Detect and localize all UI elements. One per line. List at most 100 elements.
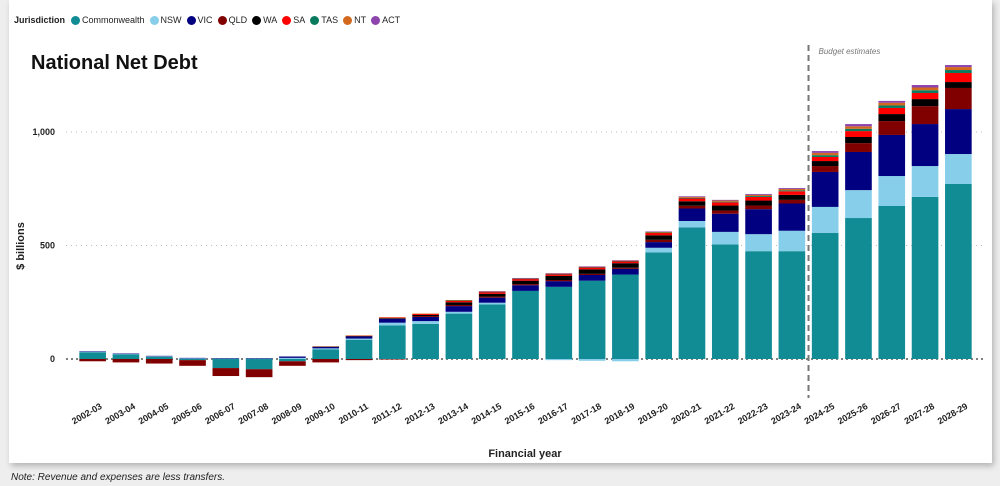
bar-segment-wa	[811, 161, 839, 167]
x-tick-label: 2013-14	[436, 401, 470, 426]
legend-item-nsw[interactable]: NSW	[149, 15, 182, 25]
x-tick-label: 2027-28	[902, 401, 936, 426]
legend-item-nt[interactable]: NT	[343, 15, 366, 25]
bar-segment-vic	[811, 171, 839, 207]
x-tick-label: 2015-16	[503, 401, 537, 426]
bar-segment-sa	[412, 313, 439, 315]
legend-label: TAS	[321, 15, 339, 25]
x-tick-label: 2017-18	[569, 401, 603, 426]
bar-segment-vic	[79, 351, 106, 352]
bar-segment-qld	[512, 284, 539, 286]
bar-segment-qld	[878, 121, 906, 135]
bar-segment-act	[612, 260, 639, 261]
bar-segment-nsw	[378, 322, 406, 326]
bar-segment-wa	[711, 205, 739, 211]
legend-label: NSW	[160, 15, 182, 25]
bar-segment-vic	[478, 297, 506, 303]
legend-item-commonwealth[interactable]: Commonwealth	[71, 15, 145, 25]
bar-segment-commonwealth	[612, 274, 639, 359]
bar-segment-vic	[179, 357, 206, 359]
bar-segment-act	[711, 199, 739, 201]
bar-segment-tas	[645, 232, 673, 234]
bar-segment-nsw	[612, 359, 639, 362]
bar-segment-sa	[645, 233, 673, 236]
bar-segment-nsw	[179, 358, 206, 359]
bar-segment-commonwealth	[312, 349, 340, 359]
bar-segment-nsw	[412, 321, 439, 324]
legend-item-sa[interactable]: SA	[282, 15, 305, 25]
bar-segment-act	[478, 291, 506, 292]
bar-segment-wa	[645, 235, 673, 240]
bar-segment-tas	[612, 260, 639, 262]
x-tick-label: 2012-13	[403, 401, 437, 426]
x-tick-label: 2021-22	[703, 401, 737, 426]
bar-segment-commonwealth	[212, 359, 240, 369]
x-tick-label: 2009-10	[303, 401, 337, 426]
bar-segment-qld	[811, 166, 839, 172]
legend-swatch-icon	[282, 15, 292, 25]
x-axis-label: Financial year	[488, 448, 562, 460]
x-tick-label: 2008-09	[270, 401, 304, 426]
x-tick-label: 2006-07	[203, 401, 237, 426]
bar-segment-vic	[711, 213, 739, 232]
bar-segment-nsw	[845, 190, 872, 219]
chart-title: National Net Debt	[31, 52, 198, 74]
x-tick-label: 2025-26	[836, 401, 870, 426]
x-tick-label: 2023-24	[769, 401, 803, 426]
bar-segment-act	[778, 188, 806, 189]
legend-item-qld[interactable]: QLD	[217, 15, 247, 25]
legend: Jurisdiction Commonwealth NSW VIC QLD WA SA TA…	[14, 13, 405, 27]
bar-segment-nt	[745, 194, 772, 197]
bar-segment-vic	[212, 358, 240, 359]
bar-segment-qld	[612, 267, 639, 269]
bar-segment-commonwealth	[878, 206, 906, 359]
legend-item-vic[interactable]: VIC	[186, 15, 213, 25]
bar-segment-nt	[445, 299, 473, 301]
bar-segment-act	[578, 266, 606, 267]
bar-segment-vic	[245, 358, 273, 359]
bar-segment-wa	[412, 314, 439, 317]
bar-segment-vic	[545, 281, 573, 287]
bar-segment-commonwealth	[911, 196, 939, 359]
legend-item-wa[interactable]: WA	[252, 15, 277, 25]
bar-segment-sa	[878, 107, 906, 115]
y-tick-label: 0	[50, 354, 55, 364]
legend-label: VIC	[197, 15, 213, 25]
bar-segment-qld	[345, 359, 373, 361]
y-axis-label: $ billions	[15, 222, 27, 270]
legend-label: ACT	[382, 15, 401, 25]
legend-item-act[interactable]: ACT	[371, 15, 400, 25]
bar-segment-tas	[945, 70, 972, 73]
bar-segment-nt	[345, 335, 373, 336]
bar-segment-act	[678, 196, 706, 197]
bar-segment-act	[745, 193, 772, 195]
bar-segment-tas	[878, 105, 906, 108]
bar-segment-nsw	[312, 348, 340, 350]
bar-segment-nsw	[279, 357, 306, 359]
bar-segment-qld	[79, 359, 106, 362]
bar-segment-tas	[478, 291, 506, 293]
bar-segment-act	[878, 100, 906, 103]
bar-segment-tas	[545, 273, 573, 275]
bar-segment-nsw	[811, 206, 839, 234]
legend-items: Commonwealth NSW VIC QLD WA SA TAS NT ACT	[71, 15, 405, 25]
bar-segment-sa	[845, 131, 872, 137]
bar-segment-sa	[811, 156, 839, 162]
y-tick-label: 500	[40, 241, 55, 251]
x-tick-label: 2014-15	[470, 401, 504, 426]
bar-segment-nsw	[112, 354, 140, 355]
y-tick-label: 1,000	[32, 127, 55, 137]
legend-swatch-icon	[217, 15, 227, 25]
bar-segment-vic	[645, 242, 673, 248]
bar-segment-nsw	[945, 154, 972, 184]
bar-segment-commonwealth	[345, 339, 373, 359]
legend-item-tas[interactable]: TAS	[310, 15, 338, 25]
bar-segment-nsw	[745, 234, 772, 252]
legend-label: NT	[354, 15, 367, 25]
bar-segment-vic	[878, 134, 906, 177]
bar-segment-wa	[745, 200, 772, 206]
bar-segment-nt	[878, 102, 906, 106]
bar-segment-qld	[478, 296, 506, 298]
bar-segment-sa	[545, 274, 573, 276]
